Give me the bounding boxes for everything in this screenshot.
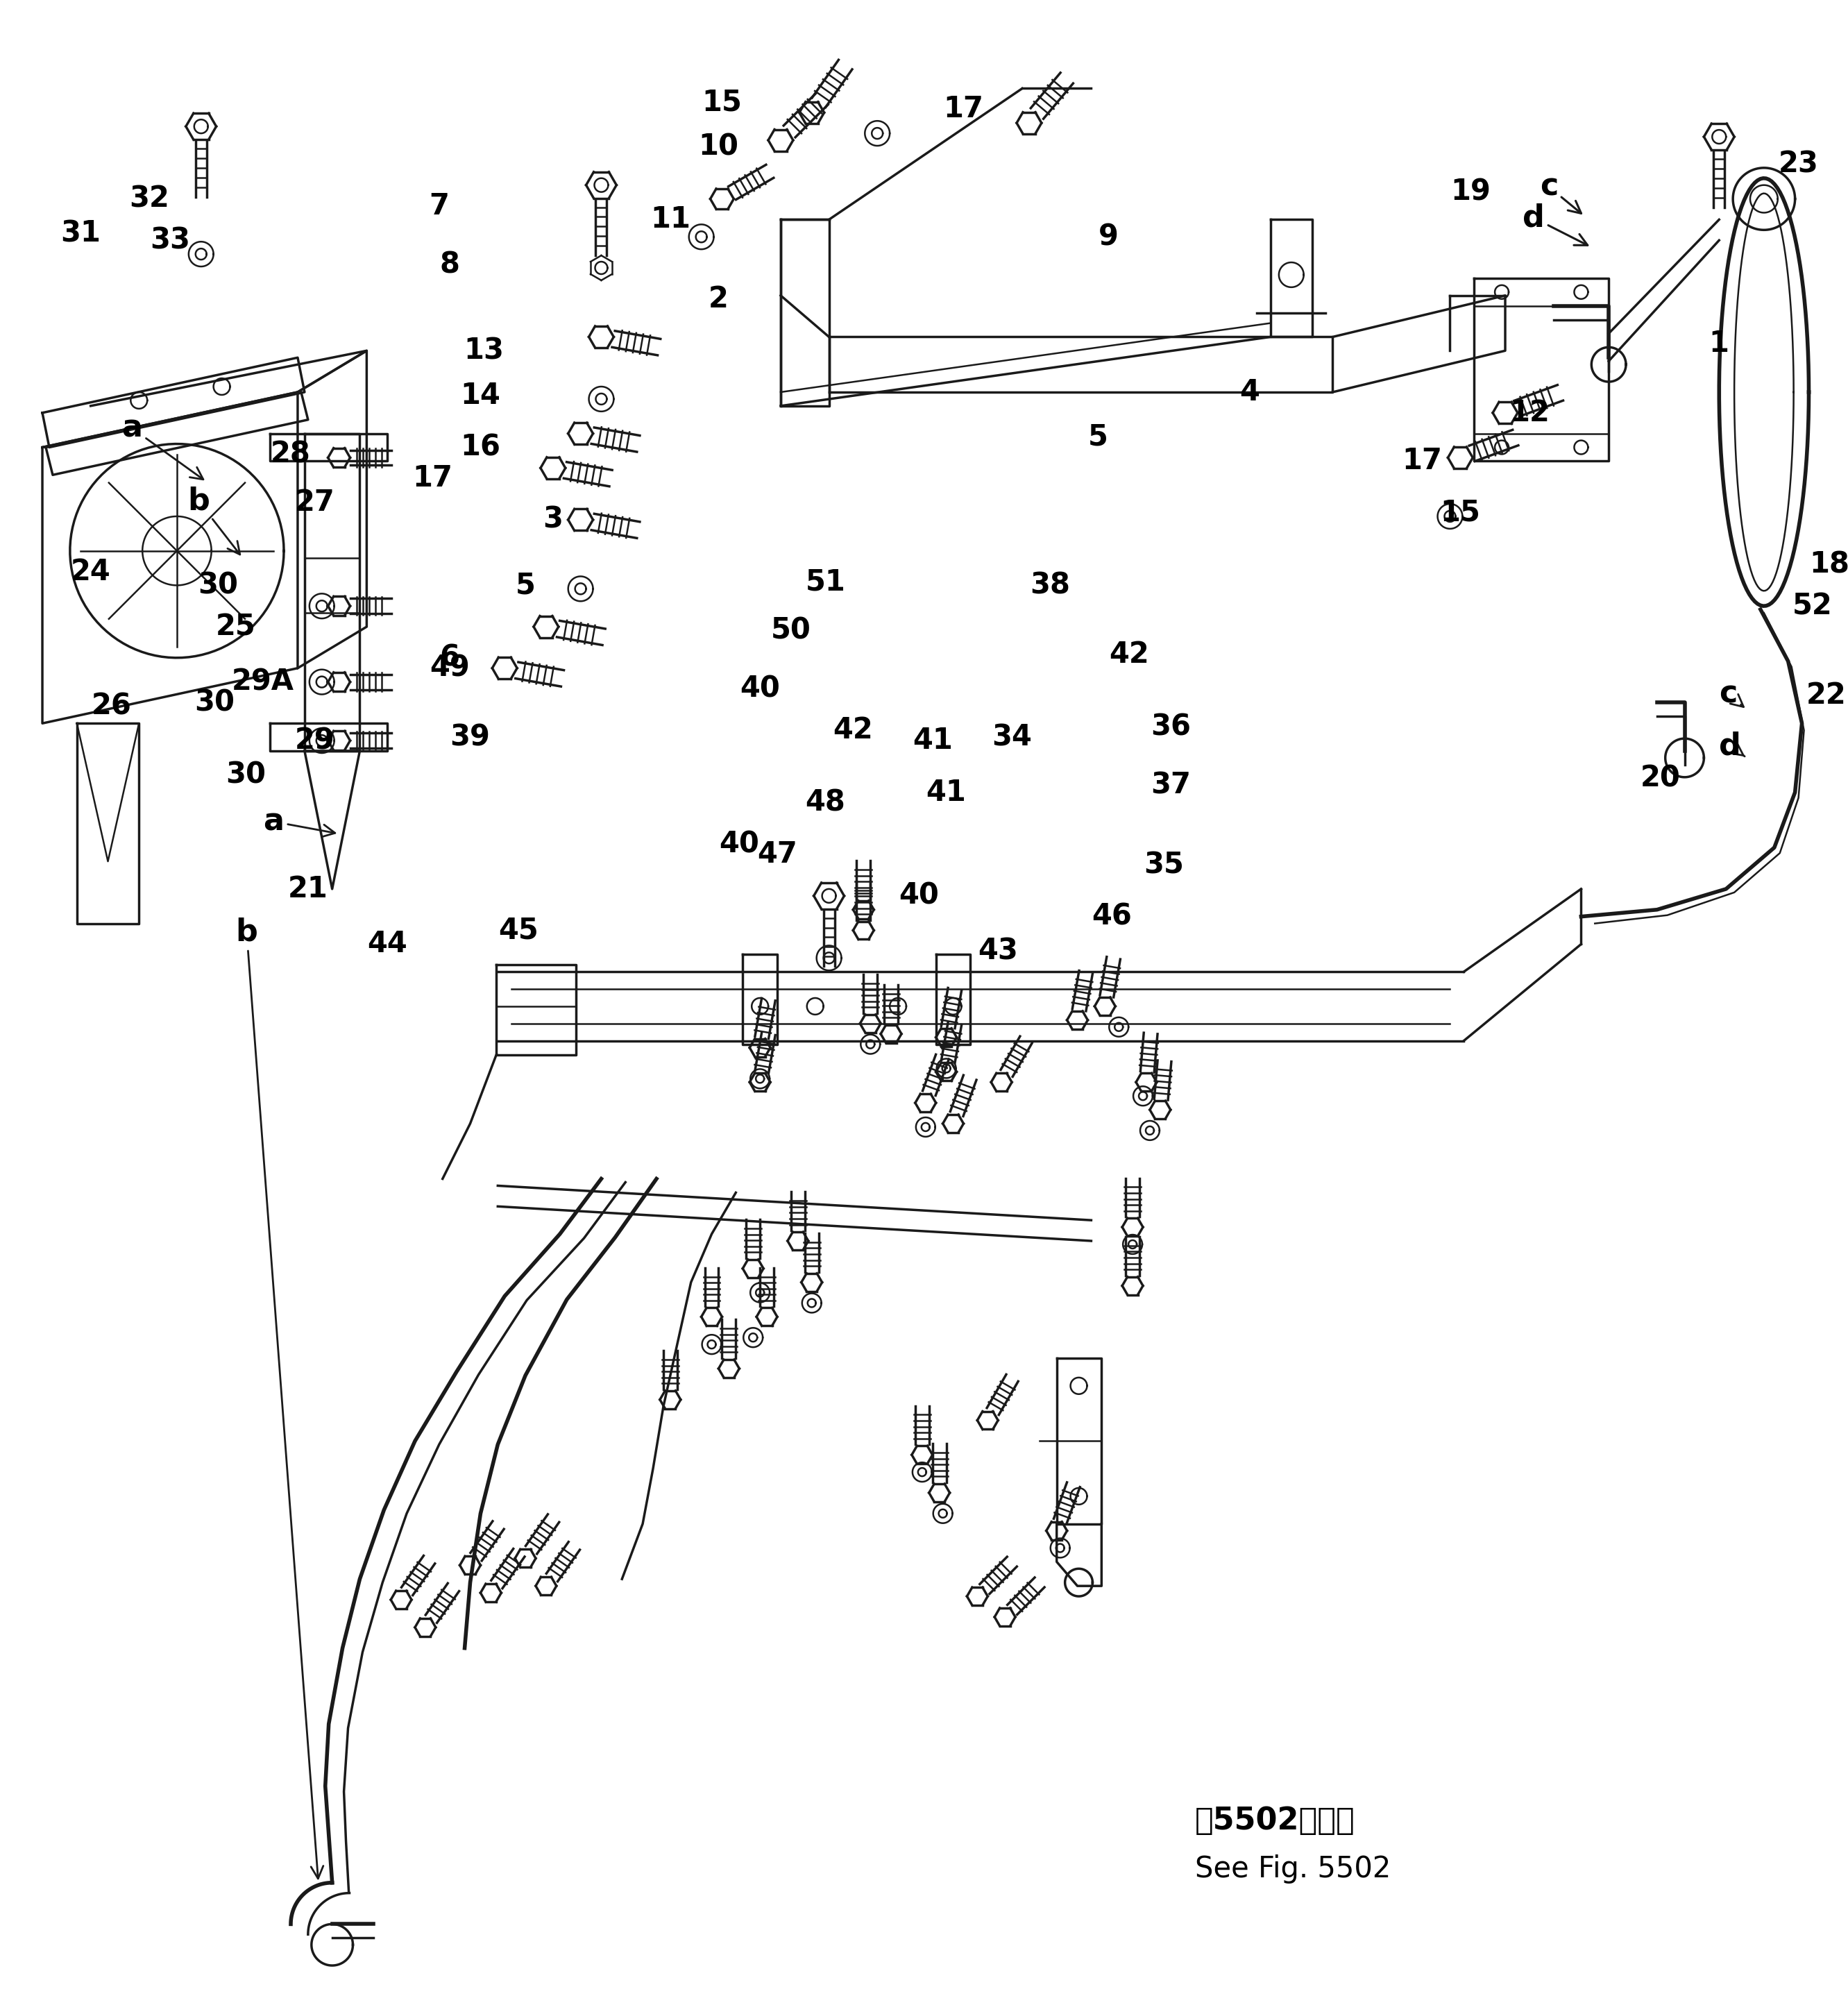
Text: 22: 22 bbox=[1805, 681, 1846, 711]
Text: 17: 17 bbox=[412, 463, 453, 493]
Text: 17: 17 bbox=[944, 94, 983, 124]
Text: 17: 17 bbox=[1403, 447, 1443, 475]
Text: 49: 49 bbox=[429, 653, 469, 683]
Text: a: a bbox=[262, 806, 334, 836]
Text: 16: 16 bbox=[460, 433, 501, 461]
Text: 40: 40 bbox=[739, 675, 780, 703]
Text: 1: 1 bbox=[1709, 329, 1730, 359]
Text: 41: 41 bbox=[913, 727, 952, 754]
Text: 37: 37 bbox=[1151, 770, 1190, 800]
Text: 10: 10 bbox=[699, 132, 739, 162]
Text: 19: 19 bbox=[1451, 178, 1491, 206]
Text: 27: 27 bbox=[296, 487, 334, 517]
Text: 4: 4 bbox=[1240, 377, 1260, 407]
Text: 25: 25 bbox=[216, 613, 255, 641]
Text: 40: 40 bbox=[898, 882, 939, 910]
Text: 50: 50 bbox=[771, 615, 811, 645]
Text: 42: 42 bbox=[833, 717, 872, 745]
Text: See Fig. 5502: See Fig. 5502 bbox=[1194, 1854, 1390, 1884]
Text: c: c bbox=[1719, 679, 1743, 709]
Text: 52: 52 bbox=[1793, 591, 1833, 621]
Text: 5: 5 bbox=[1088, 423, 1109, 451]
Text: 14: 14 bbox=[460, 381, 501, 409]
Text: 32: 32 bbox=[129, 184, 170, 214]
Text: 3: 3 bbox=[543, 505, 564, 535]
Text: 35: 35 bbox=[1144, 850, 1185, 880]
Text: 41: 41 bbox=[926, 778, 967, 806]
Text: 2: 2 bbox=[708, 283, 728, 313]
Text: 30: 30 bbox=[194, 689, 235, 717]
Text: a: a bbox=[122, 413, 203, 479]
Text: 42: 42 bbox=[1109, 641, 1149, 669]
Text: 51: 51 bbox=[806, 567, 846, 597]
Text: 45: 45 bbox=[499, 916, 538, 944]
Text: 6: 6 bbox=[440, 643, 460, 673]
Text: 12: 12 bbox=[1510, 399, 1549, 427]
Text: 第5502図参照: 第5502図参照 bbox=[1194, 1806, 1355, 1836]
Text: 43: 43 bbox=[978, 936, 1018, 966]
Text: c: c bbox=[1539, 172, 1582, 214]
Text: 40: 40 bbox=[719, 830, 760, 858]
Text: 28: 28 bbox=[270, 439, 310, 469]
Text: 38: 38 bbox=[1029, 571, 1070, 601]
Text: 30: 30 bbox=[198, 571, 238, 601]
Text: 30: 30 bbox=[225, 760, 266, 790]
Text: 24: 24 bbox=[70, 557, 111, 587]
Text: 5: 5 bbox=[516, 571, 536, 601]
Text: d: d bbox=[1719, 731, 1745, 760]
Text: 44: 44 bbox=[368, 930, 407, 958]
Text: 34: 34 bbox=[992, 723, 1031, 752]
Text: 31: 31 bbox=[61, 220, 100, 248]
Text: 33: 33 bbox=[150, 226, 190, 255]
Text: 23: 23 bbox=[1778, 150, 1818, 180]
Text: 13: 13 bbox=[464, 335, 505, 365]
Text: 21: 21 bbox=[288, 874, 329, 904]
Text: d: d bbox=[1523, 204, 1587, 246]
Text: 29A: 29A bbox=[233, 667, 294, 697]
Text: 39: 39 bbox=[451, 723, 490, 752]
Text: 18: 18 bbox=[1809, 551, 1848, 579]
Text: 11: 11 bbox=[650, 206, 691, 234]
Text: 36: 36 bbox=[1151, 713, 1190, 741]
Text: 48: 48 bbox=[806, 788, 846, 816]
Text: 26: 26 bbox=[91, 691, 131, 721]
Text: 46: 46 bbox=[1092, 902, 1133, 932]
Text: 9: 9 bbox=[1098, 222, 1118, 251]
Text: 29: 29 bbox=[296, 727, 334, 754]
Text: 20: 20 bbox=[1641, 764, 1680, 792]
Text: 8: 8 bbox=[440, 250, 460, 279]
Text: 15: 15 bbox=[1440, 499, 1480, 527]
Text: 47: 47 bbox=[758, 840, 796, 868]
Text: 7: 7 bbox=[429, 192, 449, 220]
Text: b: b bbox=[187, 485, 240, 555]
Text: b: b bbox=[235, 916, 323, 1878]
Text: 15: 15 bbox=[702, 88, 743, 118]
